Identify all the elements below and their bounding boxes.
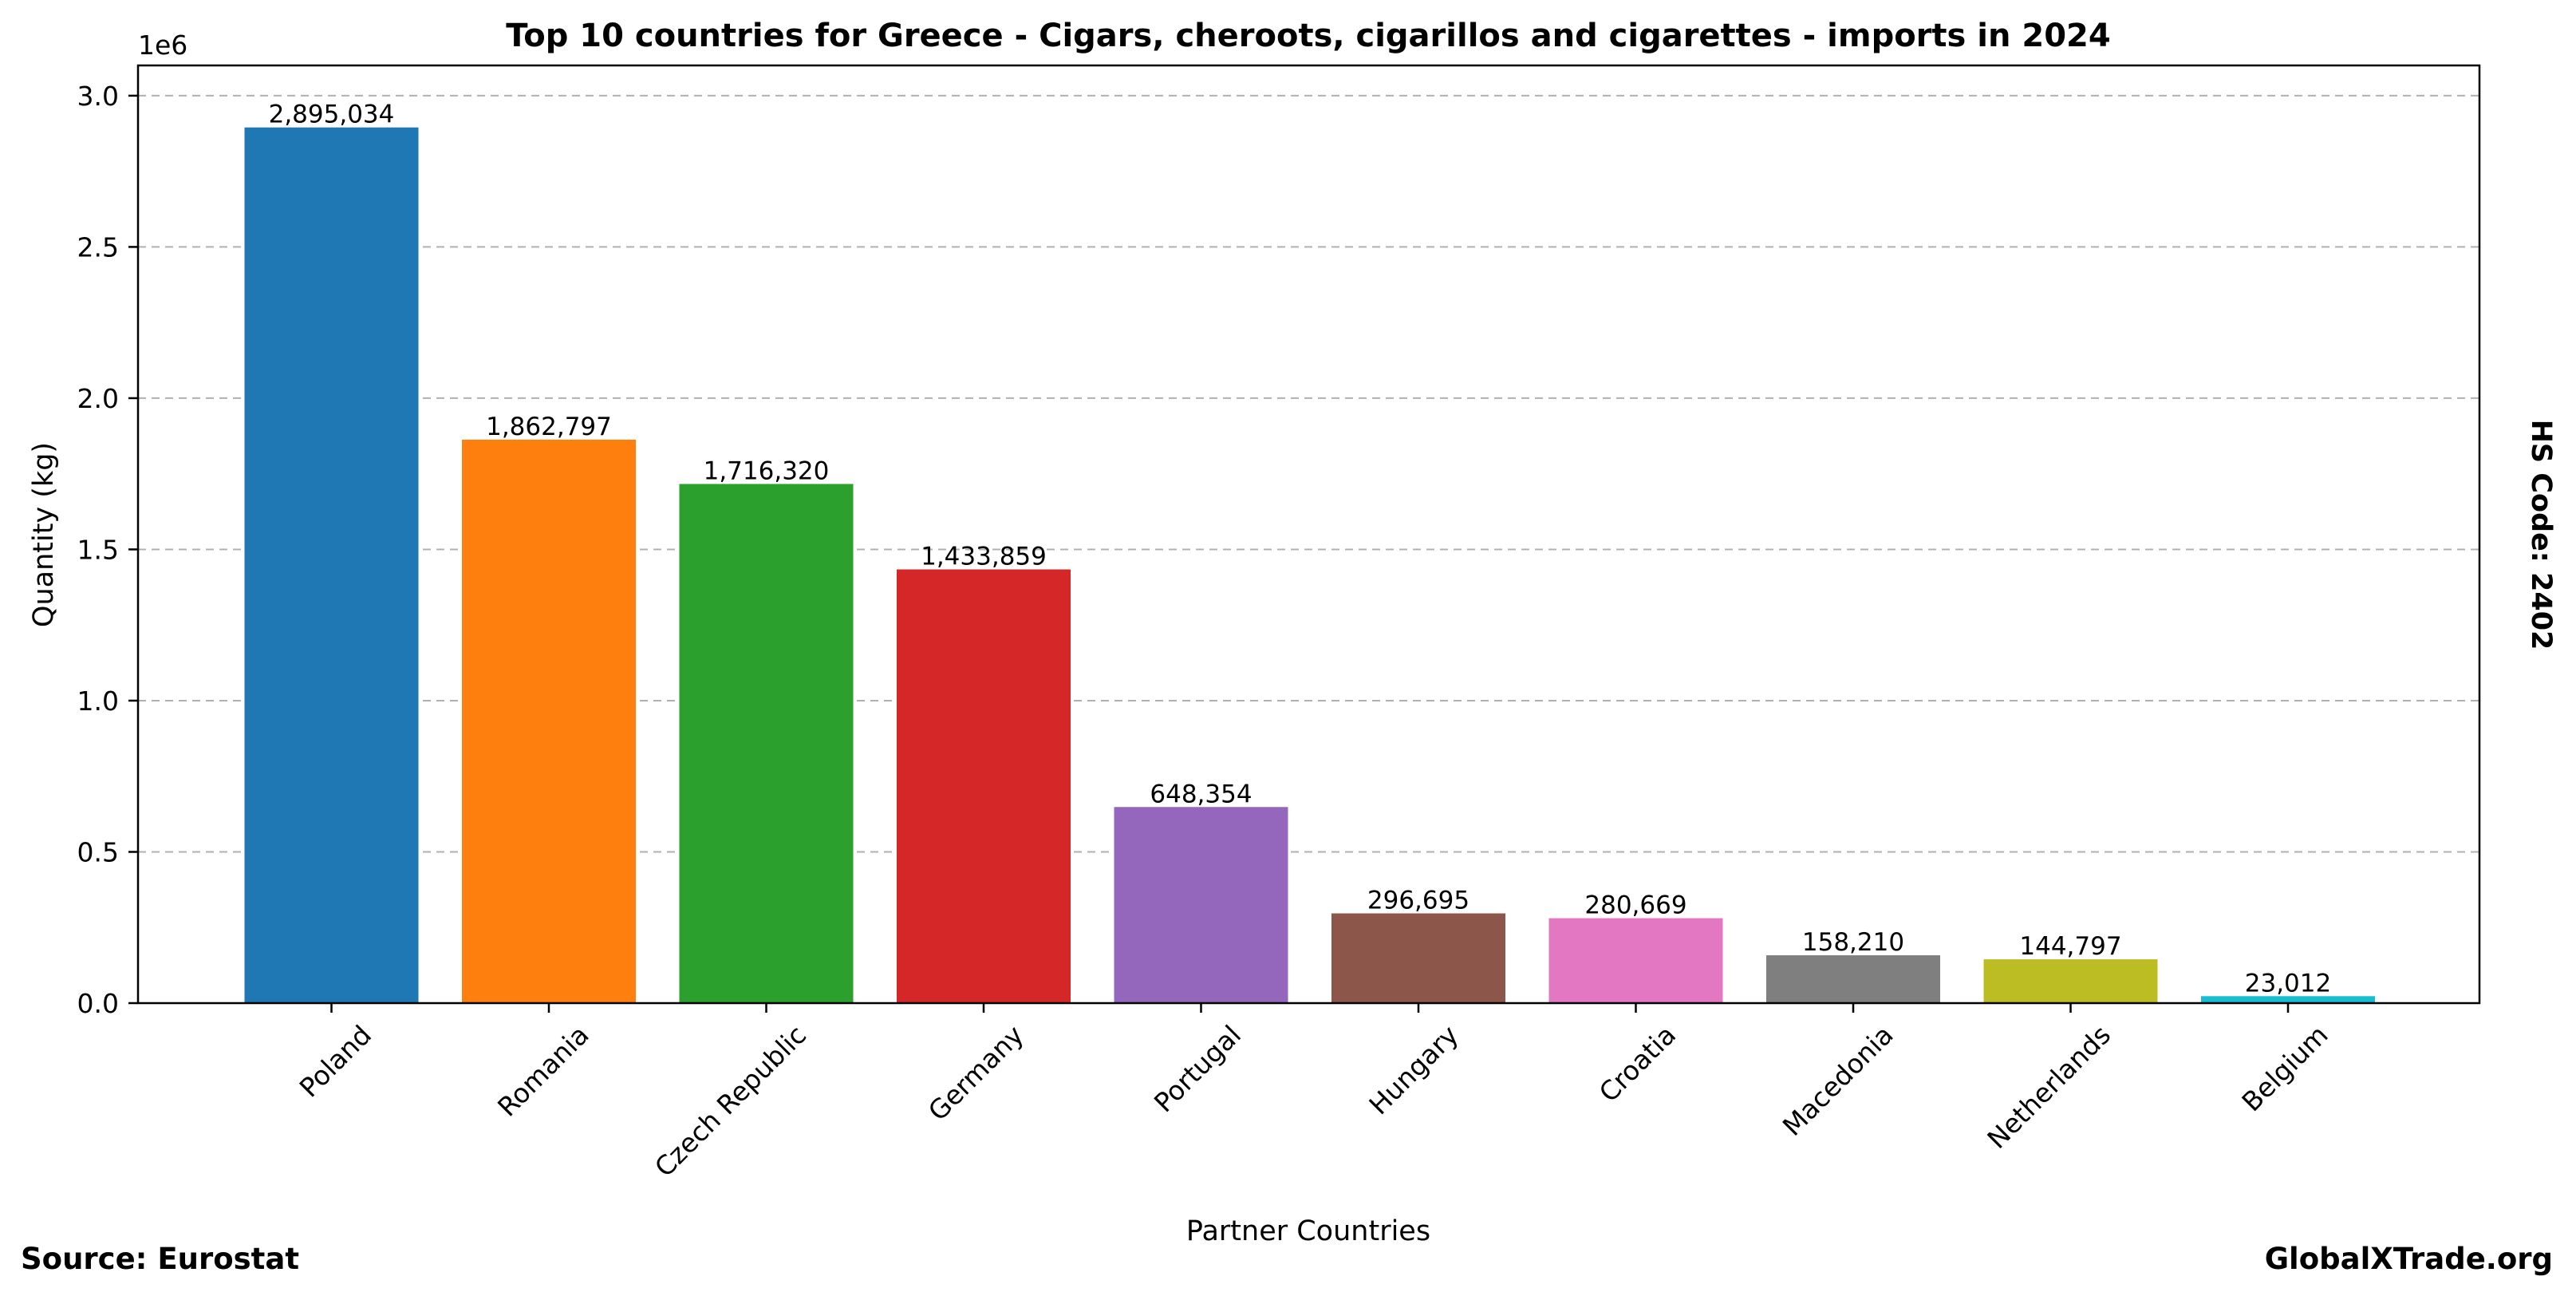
bar-value-label: 23,012	[2245, 969, 2331, 998]
bar-value-label: 280,669	[1584, 891, 1686, 920]
bar-czech-republic	[679, 484, 854, 1003]
plot-frame	[136, 64, 2481, 1005]
bar-macedonia	[1766, 955, 1940, 1003]
brand-note: GlobalXTrade.org	[2265, 1242, 2553, 1276]
bar-belgium	[2201, 996, 2375, 1003]
x-tick-label: Netherlands	[1981, 1019, 2116, 1155]
x-tick-label: Portugal	[1148, 1019, 1247, 1118]
x-tick-label: Belgium	[2235, 1019, 2333, 1117]
bar-poland	[244, 127, 419, 1003]
bar-croatia	[1548, 918, 1723, 1003]
y-tick-label: 1.0	[77, 686, 119, 717]
bars	[244, 127, 2375, 1003]
bar-value-label: 2,895,034	[269, 101, 395, 129]
x-tick-label: Germany	[922, 1019, 1030, 1127]
x-tick-label: Hungary	[1363, 1019, 1464, 1120]
y-axis-ticks: 0.0 0.5 1.0 1.5 2.0 2.5 3.0	[77, 81, 138, 1019]
y-tick-label: 1.5	[77, 534, 119, 565]
bar-netherlands	[1983, 959, 2158, 1003]
y-axis-label: Quantity (kg)	[28, 442, 60, 627]
bar-germany	[897, 569, 1071, 1003]
bar-value-label: 296,695	[1367, 887, 1469, 915]
x-tick-label: Poland	[294, 1019, 377, 1103]
x-axis-label: Partner Countries	[1186, 1215, 1430, 1247]
source-note: Source: Eurostat	[21, 1242, 299, 1276]
grid-lines	[138, 94, 2479, 853]
hs-code-label: HS Code: 2402	[2525, 420, 2557, 650]
bar-portugal	[1114, 807, 1288, 1003]
bar-value-label: 1,862,797	[486, 413, 612, 441]
x-axis-ticks: Poland Romania Czech Republic Germany Portug…	[294, 1003, 2334, 1183]
y-tick-label: 0.5	[77, 836, 119, 867]
bar-value-label: 158,210	[1802, 928, 1904, 957]
y-tick-label: 3.0	[77, 81, 119, 112]
data-labels: 2,895,034 1,862,797 1,716,320 1,433,859 648,…	[269, 101, 2332, 998]
x-tick-label: Croatia	[1593, 1019, 1682, 1108]
y-tick-label: 0.0	[77, 988, 119, 1019]
y-scale-label: 1e6	[138, 30, 187, 61]
bar-value-label: 1,716,320	[704, 456, 830, 485]
bar-romania	[462, 439, 636, 1003]
y-tick-label: 2.5	[77, 231, 119, 263]
bar-hungary	[1331, 913, 1505, 1003]
bar-value-label: 648,354	[1150, 780, 1252, 808]
bar-value-label: 1,433,859	[921, 543, 1047, 571]
y-tick-label: 2.0	[77, 383, 119, 414]
x-tick-label: Czech Republic	[649, 1019, 812, 1183]
x-tick-label: Romania	[491, 1019, 595, 1123]
bar-value-label: 144,797	[2019, 932, 2121, 961]
x-tick-label: Macedonia	[1777, 1019, 1899, 1142]
chart-title: Top 10 countries for Greece - Cigars, ch…	[506, 18, 2110, 54]
